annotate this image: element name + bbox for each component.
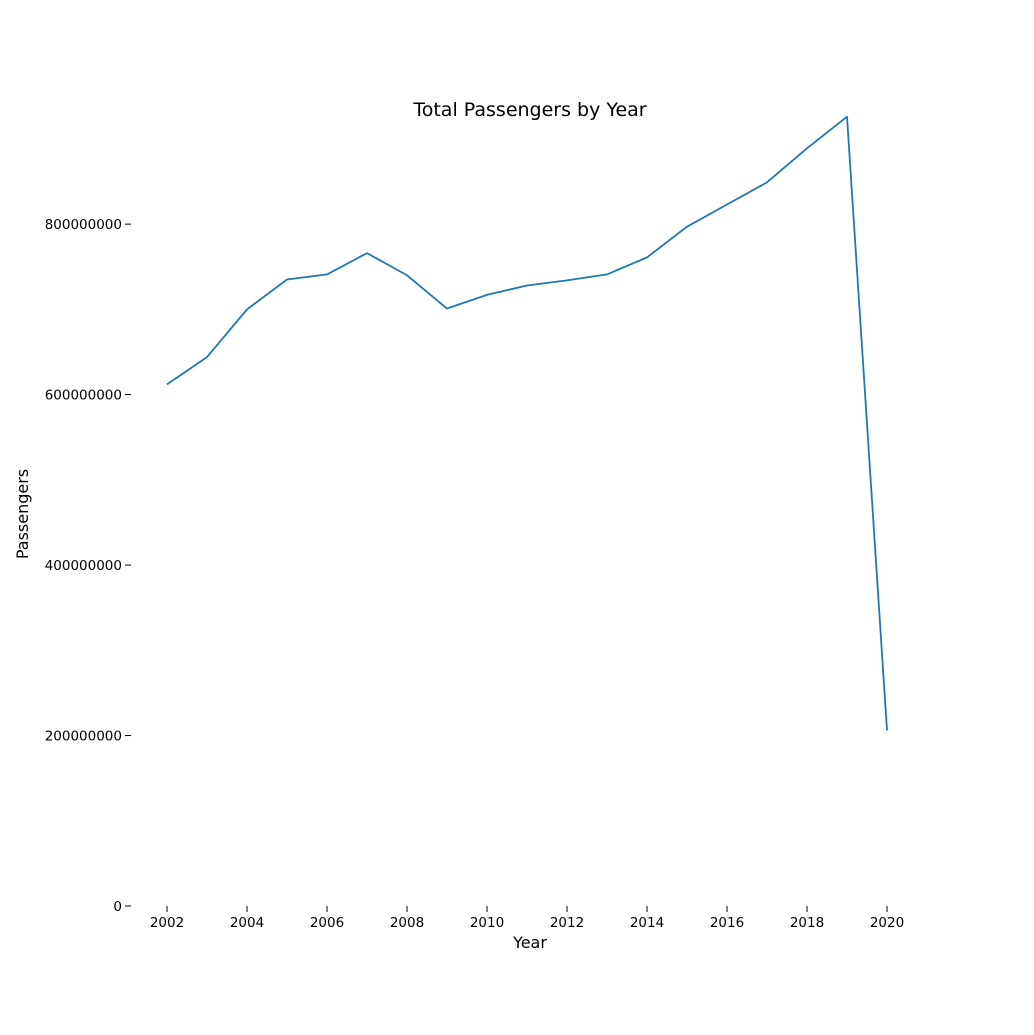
y-tick-label: 0 (113, 899, 122, 915)
y-tick-label: 800000000 (45, 217, 122, 233)
x-tick-label: 2008 (390, 915, 424, 931)
x-tick-label: 2016 (710, 915, 744, 931)
x-tick-label: 2020 (870, 915, 904, 931)
y-axis: 0 200000000 400000000 600000000 800000000 (45, 217, 131, 915)
x-tick-label: 2014 (630, 915, 664, 931)
x-axis: 2002 2004 2006 2008 2010 2012 2014 2016 2018 2020 (150, 906, 904, 931)
series-line-0 (166, 115, 888, 731)
x-tick-label: 2010 (470, 915, 504, 931)
y-axis-label: Passengers (13, 469, 32, 559)
x-tick-label: 2012 (550, 915, 584, 931)
x-tick-label: 2002 (150, 915, 184, 931)
y-tick-label: 400000000 (45, 558, 122, 574)
x-tick-label: 2018 (790, 915, 824, 931)
x-tick-label: 2004 (230, 915, 264, 931)
chart-title: Total Passengers by Year (412, 99, 646, 121)
y-tick-label: 600000000 (45, 388, 122, 404)
x-tick-label: 2006 (310, 915, 344, 931)
series-group (166, 115, 888, 731)
y-tick-label: 200000000 (45, 729, 122, 745)
x-axis-label: Year (512, 933, 547, 952)
